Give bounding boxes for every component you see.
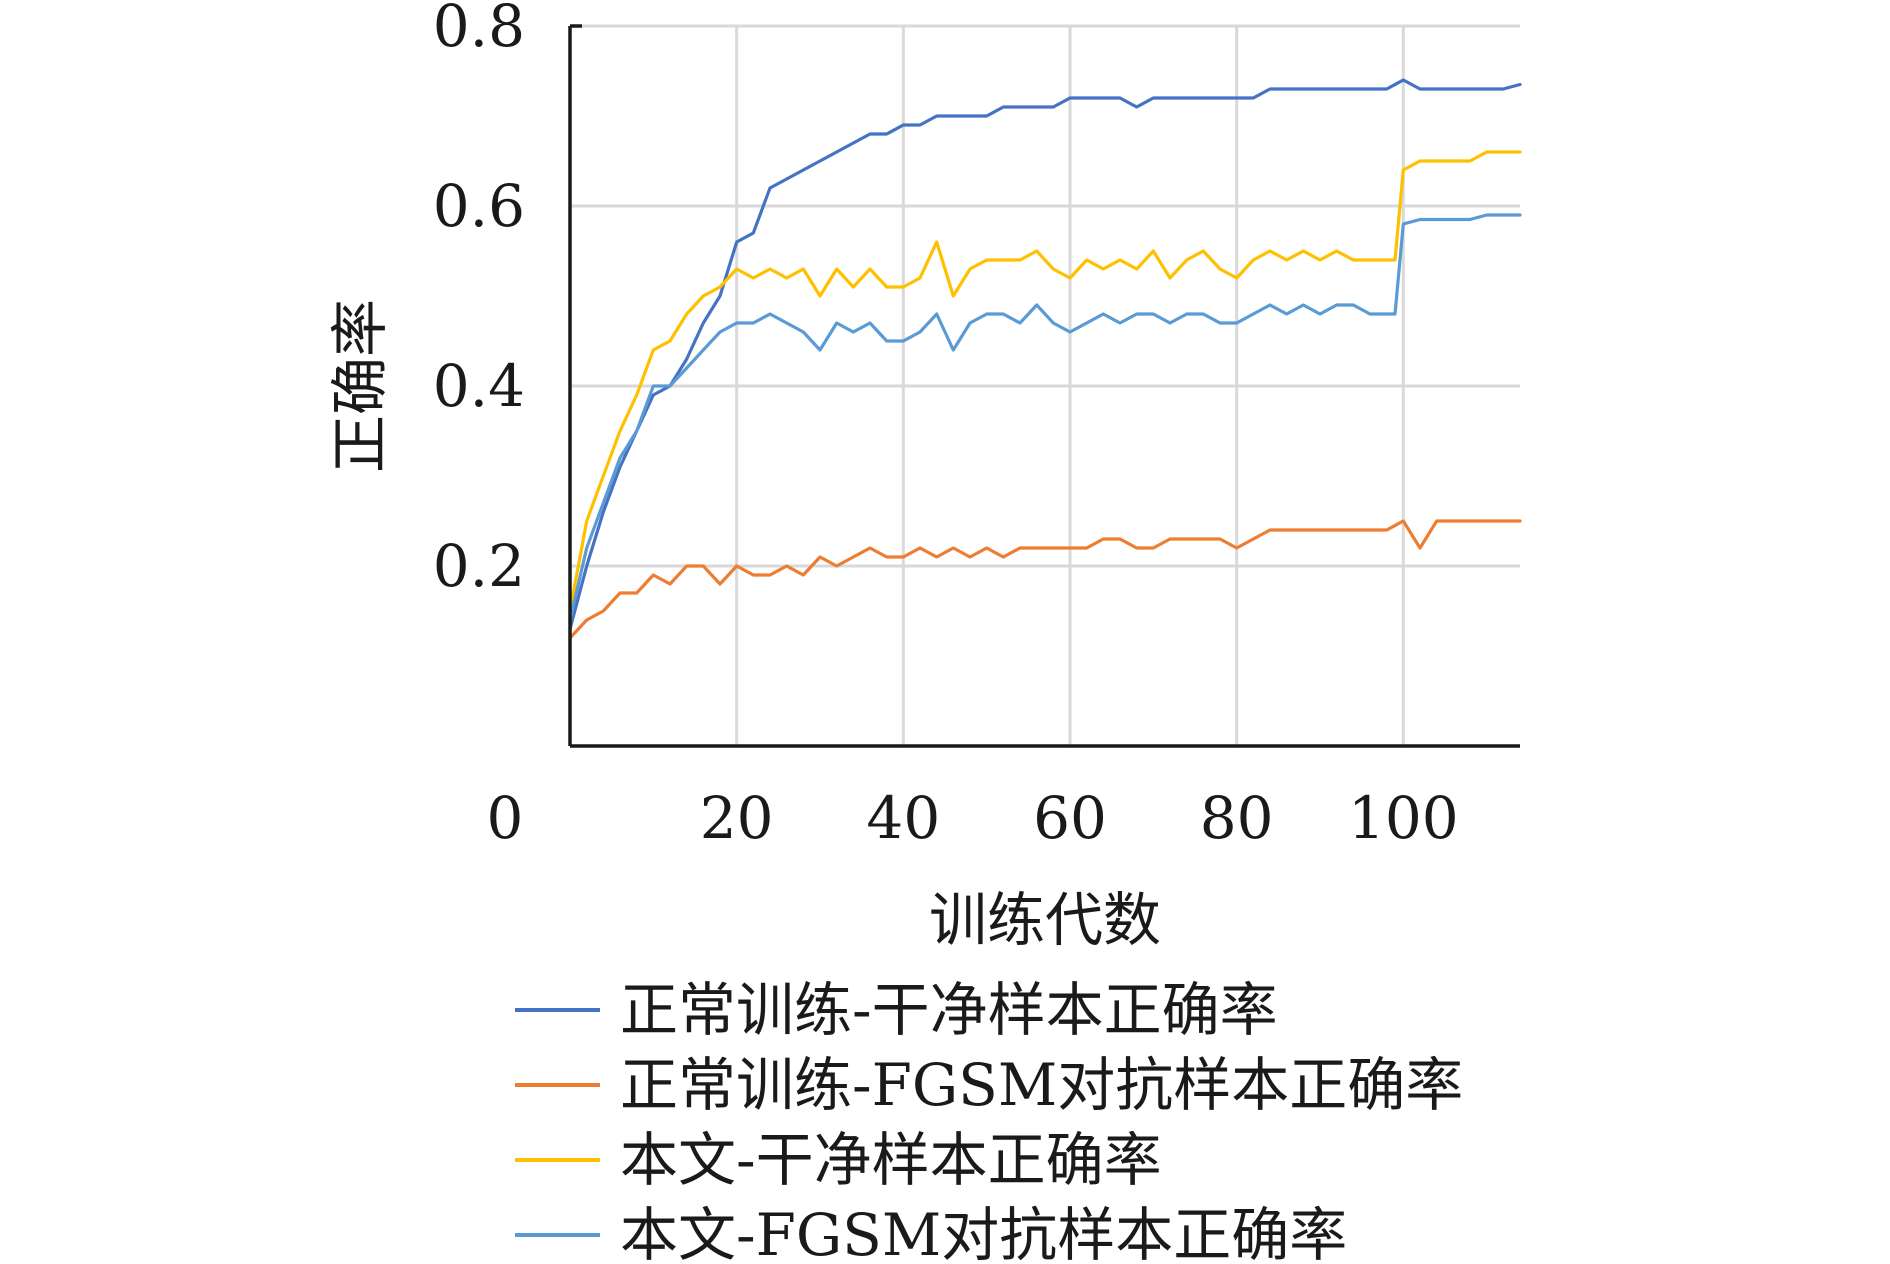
legend-label: 本文-干净样本正确率 bbox=[620, 1126, 1162, 1194]
x-tick-label: 0 bbox=[487, 784, 524, 852]
y-tick-label: 0.4 bbox=[433, 352, 525, 420]
series-lines bbox=[568, 78, 1522, 640]
x-axis-title: 训练代数 bbox=[929, 886, 1161, 954]
legend-label: 正常训练-干净样本正确率 bbox=[620, 976, 1278, 1044]
legend: 正常训练-干净样本正确率正常训练-FGSM对抗样本正确率本文-干净样本正确率本文… bbox=[515, 976, 1463, 1264]
y-tick-label: 0.2 bbox=[433, 532, 525, 600]
legend-label: 正常训练-FGSM对抗样本正确率 bbox=[620, 1051, 1463, 1119]
series-line-4 bbox=[568, 213, 1522, 622]
x-tick-label: 20 bbox=[700, 784, 774, 852]
x-tick-label: 80 bbox=[1200, 784, 1274, 852]
gridlines bbox=[570, 24, 1520, 746]
x-tick-label: 60 bbox=[1033, 784, 1107, 852]
x-tick-label: 100 bbox=[1348, 784, 1459, 852]
y-tick-label: 0.6 bbox=[433, 172, 525, 240]
y-axis-title: 正确率 bbox=[326, 299, 394, 473]
y-tick-label: 0.8 bbox=[433, 0, 525, 60]
series-line-2 bbox=[568, 519, 1522, 640]
series-line-3 bbox=[568, 150, 1522, 613]
legend-label: 本文-FGSM对抗样本正确率 bbox=[620, 1201, 1347, 1264]
tick-labels: 0.2 0.4 0.6 0.8 0 20 40 60 80 100 bbox=[433, 0, 1459, 852]
series-line-1 bbox=[568, 78, 1522, 631]
axes bbox=[568, 24, 1520, 748]
x-tick-label: 40 bbox=[866, 784, 940, 852]
